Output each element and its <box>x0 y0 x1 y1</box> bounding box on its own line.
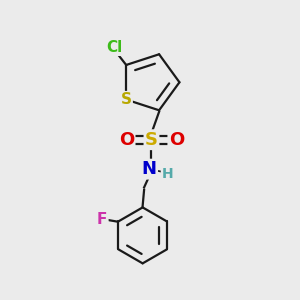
Text: F: F <box>97 212 107 227</box>
Text: S: S <box>145 131 158 149</box>
Text: S: S <box>121 92 132 107</box>
Text: O: O <box>169 131 184 149</box>
Text: N: N <box>142 160 157 178</box>
Text: O: O <box>119 131 134 149</box>
Text: Cl: Cl <box>106 40 122 55</box>
Text: H: H <box>162 167 173 181</box>
